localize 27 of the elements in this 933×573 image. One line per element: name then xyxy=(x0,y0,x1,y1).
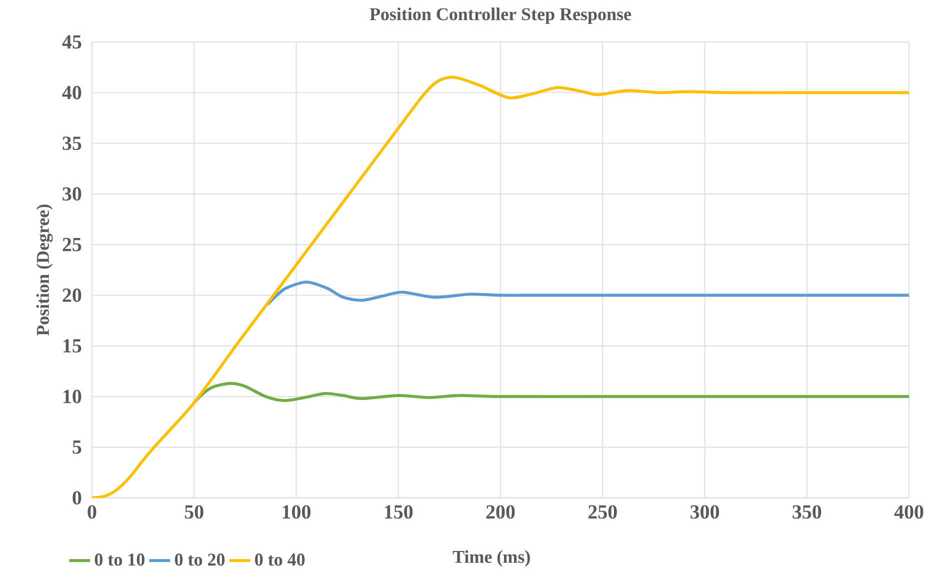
x-tick-label: 50 xyxy=(184,505,204,519)
legend-label: 0 to 10 xyxy=(94,553,144,566)
x-tick-label: 0 xyxy=(88,505,96,519)
y-axis-title: Position (Degree) xyxy=(36,204,53,336)
line-series xyxy=(92,76,910,498)
y-tick-label: 45 xyxy=(62,35,82,49)
x-tick-label: 150 xyxy=(384,505,413,519)
x-tick-label: 300 xyxy=(690,505,719,519)
y-tick-label: 25 xyxy=(62,238,82,252)
y-tick-label: 15 xyxy=(64,339,82,352)
legend-label: 0 to 20 xyxy=(174,553,225,566)
y-tick-label: 40 xyxy=(62,86,82,100)
y-tick-label: 30 xyxy=(62,187,82,201)
y-tick-label: 10 xyxy=(64,390,82,404)
x-axis-title: Time (ms) xyxy=(452,550,530,567)
y-tick-label: 0 xyxy=(72,491,82,504)
x-tick-label: 200 xyxy=(486,505,515,519)
y-tick-label: 35 xyxy=(62,136,82,150)
legend-label: 0 to 40 xyxy=(255,553,305,566)
x-tick-label: 100 xyxy=(282,505,310,519)
x-tick-label: 350 xyxy=(792,505,822,519)
y-tick-label: 5 xyxy=(72,440,82,454)
chart-title: Position Controller Step Response xyxy=(370,8,632,24)
line-series xyxy=(266,280,910,306)
y-tick-label: 20 xyxy=(62,288,82,302)
x-tick-label: 400 xyxy=(894,505,924,519)
x-tick-label: 250 xyxy=(588,505,617,519)
